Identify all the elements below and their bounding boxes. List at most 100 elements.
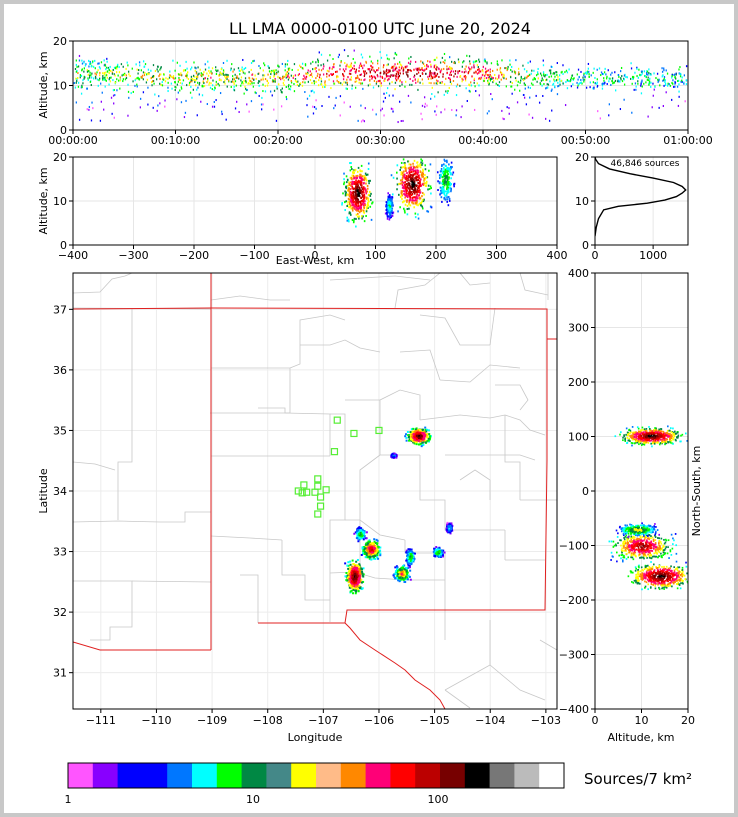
source-mark	[418, 189, 421, 192]
source-mark	[380, 56, 383, 59]
source-mark	[498, 85, 500, 88]
source-mark	[401, 567, 404, 570]
source-mark	[407, 564, 410, 567]
source-mark	[359, 570, 362, 573]
source-mark	[185, 99, 187, 102]
source-mark	[441, 190, 443, 193]
source-mark	[417, 429, 420, 432]
source-mark	[83, 67, 85, 70]
source-mark	[358, 565, 361, 568]
source-mark	[100, 61, 103, 64]
source-mark	[457, 72, 459, 75]
source-mark	[444, 59, 446, 62]
source-mark	[351, 185, 354, 188]
source-mark	[551, 88, 553, 91]
source-mark	[258, 64, 260, 67]
source-mark	[602, 73, 604, 76]
source-mark	[583, 80, 585, 83]
source-mark	[345, 186, 347, 189]
source-mark	[238, 69, 241, 72]
source-mark	[401, 201, 404, 204]
source-mark	[436, 555, 439, 558]
source-mark	[683, 81, 685, 84]
source-mark	[349, 184, 352, 187]
source-mark	[548, 75, 550, 78]
source-mark	[401, 181, 404, 184]
source-mark	[663, 79, 665, 82]
source-mark	[437, 548, 440, 551]
source-mark	[367, 555, 370, 558]
source-mark	[287, 59, 289, 62]
source-mark	[207, 79, 209, 82]
source-mark	[601, 84, 604, 87]
source-mark	[418, 185, 420, 188]
source-mark	[413, 436, 416, 439]
source-mark	[620, 66, 623, 69]
source-mark	[409, 192, 412, 195]
source-mark	[661, 67, 663, 70]
source-mark	[114, 94, 116, 97]
source-mark	[365, 210, 368, 213]
source-mark	[188, 81, 191, 84]
source-mark	[343, 181, 346, 184]
source-mark	[359, 527, 362, 530]
source-mark	[331, 73, 334, 76]
source-mark	[76, 79, 78, 82]
source-mark	[252, 60, 254, 63]
source-mark	[356, 170, 359, 173]
source-mark	[441, 186, 444, 189]
source-mark	[489, 77, 492, 80]
source-mark	[360, 179, 363, 182]
source-mark	[348, 202, 351, 205]
source-mark	[372, 62, 374, 65]
source-mark	[86, 87, 88, 90]
source-mark	[419, 166, 422, 169]
source-mark	[313, 82, 316, 85]
source-mark	[409, 191, 412, 194]
source-mark	[671, 75, 673, 78]
source-mark	[511, 65, 513, 68]
source-mark	[503, 77, 505, 80]
source-mark	[109, 69, 111, 72]
source-mark	[541, 84, 543, 87]
source-mark	[527, 75, 530, 78]
source-mark	[480, 76, 482, 79]
source-mark	[423, 96, 426, 99]
source-mark	[358, 205, 361, 208]
source-mark	[307, 115, 309, 118]
source-mark	[77, 85, 80, 88]
source-mark	[570, 85, 573, 88]
source-mark	[140, 75, 142, 78]
source-mark	[234, 107, 237, 110]
source-mark	[523, 68, 526, 71]
source-mark	[490, 93, 492, 96]
source-mark	[409, 166, 411, 169]
source-mark	[418, 194, 421, 197]
source-mark	[458, 61, 460, 64]
source-mark	[186, 84, 188, 87]
source-mark	[685, 65, 688, 68]
source-mark	[471, 66, 473, 69]
source-mark	[448, 167, 450, 170]
source-mark	[389, 70, 391, 73]
source-mark	[424, 173, 426, 176]
source-mark	[394, 69, 396, 72]
source-mark	[94, 67, 96, 70]
source-mark	[453, 182, 456, 185]
source-mark	[119, 76, 121, 79]
source-mark	[411, 430, 414, 433]
source-mark	[405, 193, 408, 196]
source-mark	[406, 195, 409, 198]
source-mark	[421, 200, 423, 203]
source-mark	[444, 108, 446, 111]
source-mark	[207, 74, 210, 77]
source-mark	[413, 199, 415, 202]
source-mark	[355, 191, 357, 194]
source-mark	[602, 82, 604, 85]
source-mark	[416, 72, 418, 75]
source-mark	[208, 83, 210, 86]
source-mark	[322, 63, 325, 66]
source-mark	[351, 180, 354, 183]
source-mark	[550, 89, 553, 92]
source-mark	[452, 171, 455, 174]
